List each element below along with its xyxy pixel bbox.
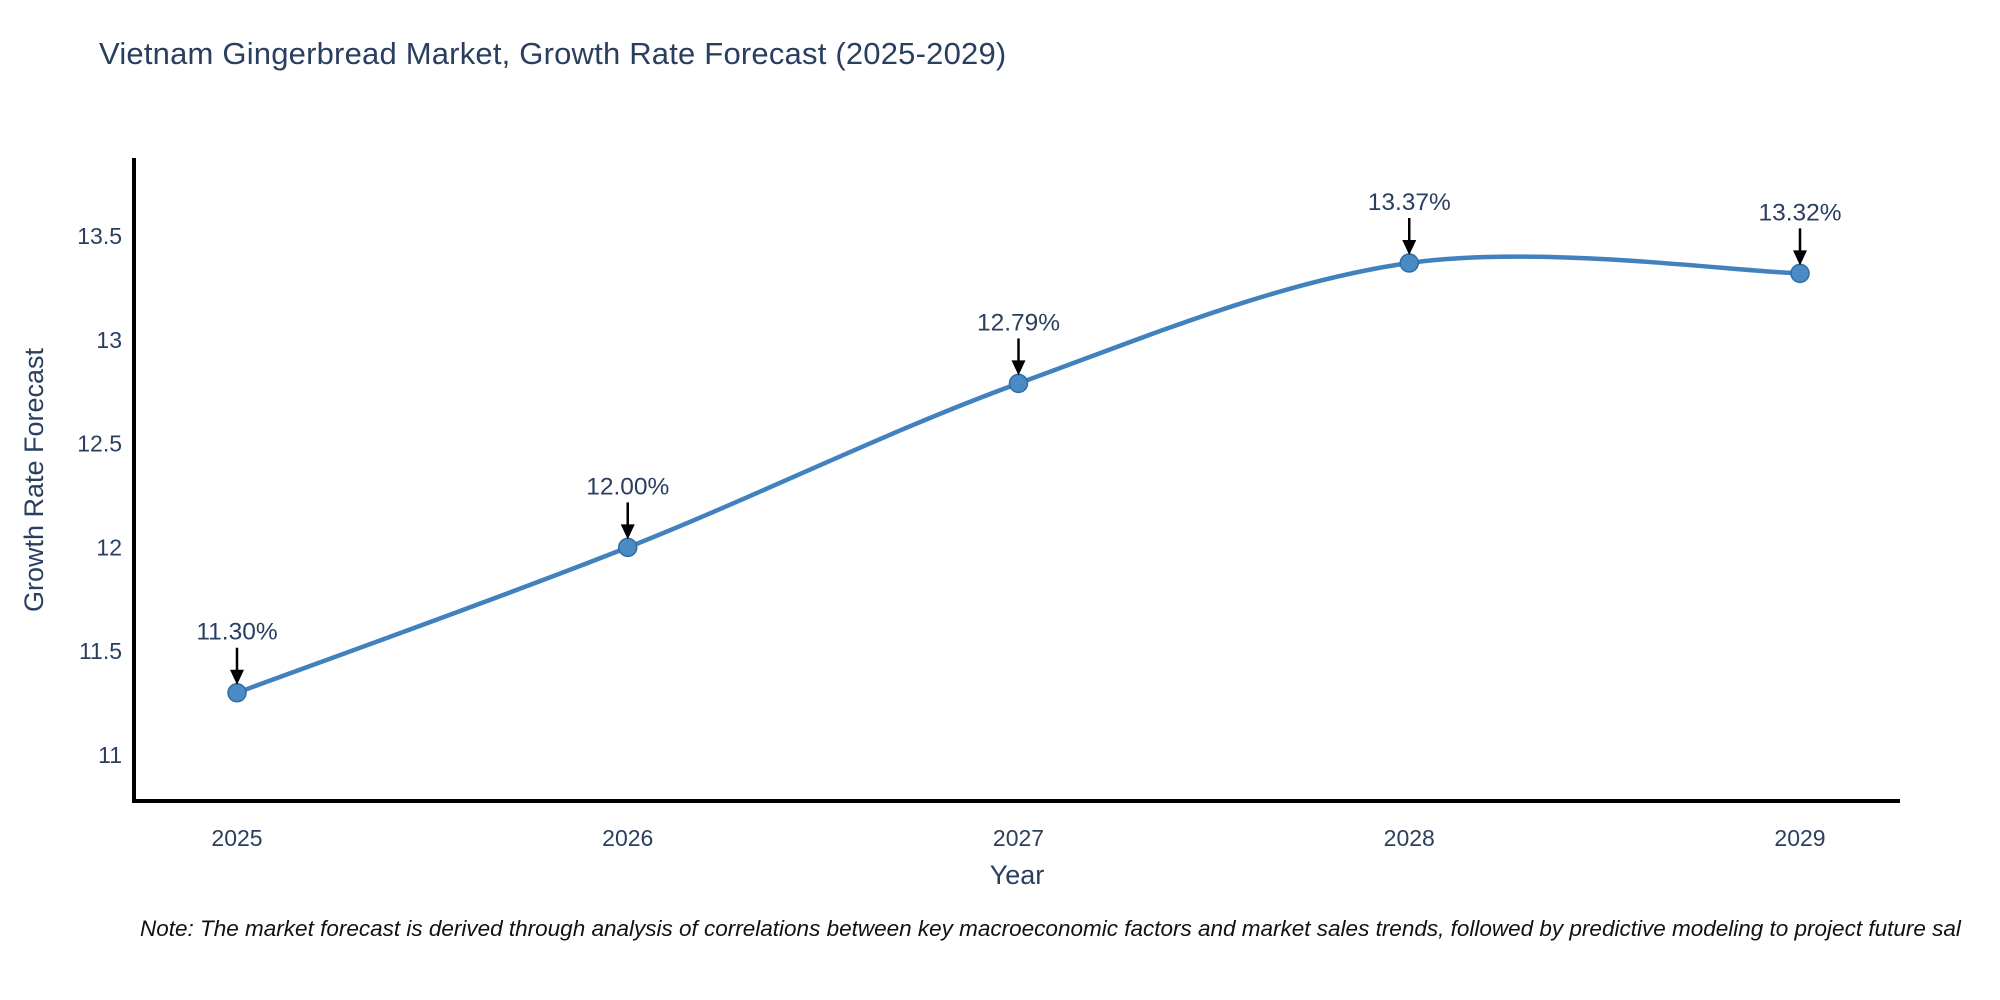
data-point-marker[interactable] <box>1399 253 1419 273</box>
data-point-marker[interactable] <box>227 682 247 703</box>
y-tick-label: 11 <box>98 742 122 768</box>
y-tick-label: 13 <box>96 327 122 353</box>
data-point-label: 12.79% <box>977 309 1060 336</box>
data-point-marker[interactable] <box>618 537 638 558</box>
annotation-arrowhead-icon <box>230 669 244 685</box>
x-axis-tick-labels: 2025 2026 2027 2028 2029 <box>211 825 1825 851</box>
data-point-marker[interactable] <box>1790 263 1810 284</box>
footnote: Note: The market forecast is derived thr… <box>140 916 1961 941</box>
data-point-label: 11.30% <box>196 619 277 646</box>
y-tick-label: 13.5 <box>77 223 122 249</box>
x-axis-title: Year <box>990 860 1045 890</box>
y-tick-label: 12.5 <box>77 431 122 457</box>
chart-title: Vietnam Gingerbread Market, Growth Rate … <box>99 36 1007 71</box>
data-point-label: 13.32% <box>1758 199 1841 226</box>
annotation-arrowhead-icon <box>1402 239 1417 255</box>
data-point-label: 12.00% <box>586 473 669 500</box>
annotation-arrowhead-icon <box>1011 360 1026 376</box>
x-tick-label: 2025 <box>211 825 262 851</box>
y-axis-tick-labels: 11 11.5 12 12.5 13 13.5 <box>77 223 122 768</box>
annotation-arrowhead-icon <box>1793 250 1807 266</box>
point-annotations: 11.30% 12.00% 12.79% 13.37% 13.32% <box>196 189 1842 685</box>
x-tick-label: 2026 <box>602 825 653 851</box>
data-point-label: 13.37% <box>1368 189 1451 216</box>
x-tick-label: 2028 <box>1384 825 1435 851</box>
annotation-arrowhead-icon <box>620 524 635 540</box>
y-tick-label: 11.5 <box>79 638 122 664</box>
x-tick-label: 2027 <box>993 825 1044 851</box>
data-point-marker[interactable] <box>1008 373 1029 394</box>
y-axis-title: Growth Rate Forecast <box>19 347 49 612</box>
x-tick-label: 2029 <box>1774 825 1825 851</box>
y-tick-label: 12 <box>96 534 122 560</box>
